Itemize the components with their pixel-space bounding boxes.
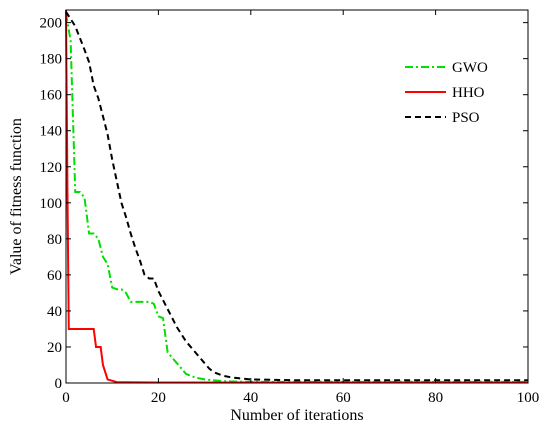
y-tick-label: 140 [40, 124, 63, 140]
series-line-hho [65, 9, 528, 384]
x-tick-label: 0 [62, 390, 70, 406]
y-tick-label: 200 [40, 16, 63, 32]
x-tick-label: 100 [517, 390, 540, 406]
axis-ticks: 0 20 40 60 80 100 0 20 40 60 80 100 120 140 160 180 200 [40, 10, 540, 406]
legend-label-hho: HHO [452, 85, 485, 101]
x-tick-label: 20 [151, 390, 166, 406]
x-axis-label: Number of iterations [230, 407, 363, 424]
y-tick-label: 180 [40, 52, 63, 68]
legend-label-pso: PSO [452, 110, 480, 126]
y-tick-label: 20 [47, 340, 62, 356]
y-tick-label: 60 [47, 268, 62, 284]
y-tick-label: 40 [47, 304, 62, 320]
y-axis-label: Value of fitness function [8, 118, 25, 275]
legend: GWO HHO PSO [405, 60, 488, 126]
y-tick-label: 100 [40, 196, 63, 212]
series-line-pso [65, 11, 528, 382]
x-tick-label: 60 [336, 390, 351, 406]
y-tick-label: 120 [40, 160, 63, 176]
series-line-gwo [65, 13, 528, 383]
y-tick-label: 160 [40, 88, 63, 104]
y-tick-label: 80 [47, 232, 62, 248]
x-tick-label: 80 [428, 390, 443, 406]
plot-frame [65, 9, 529, 384]
legend-label-gwo: GWO [452, 60, 488, 76]
x-tick-label: 40 [243, 390, 258, 406]
plot-content [65, 9, 528, 384]
y-tick-label: 0 [55, 376, 63, 392]
